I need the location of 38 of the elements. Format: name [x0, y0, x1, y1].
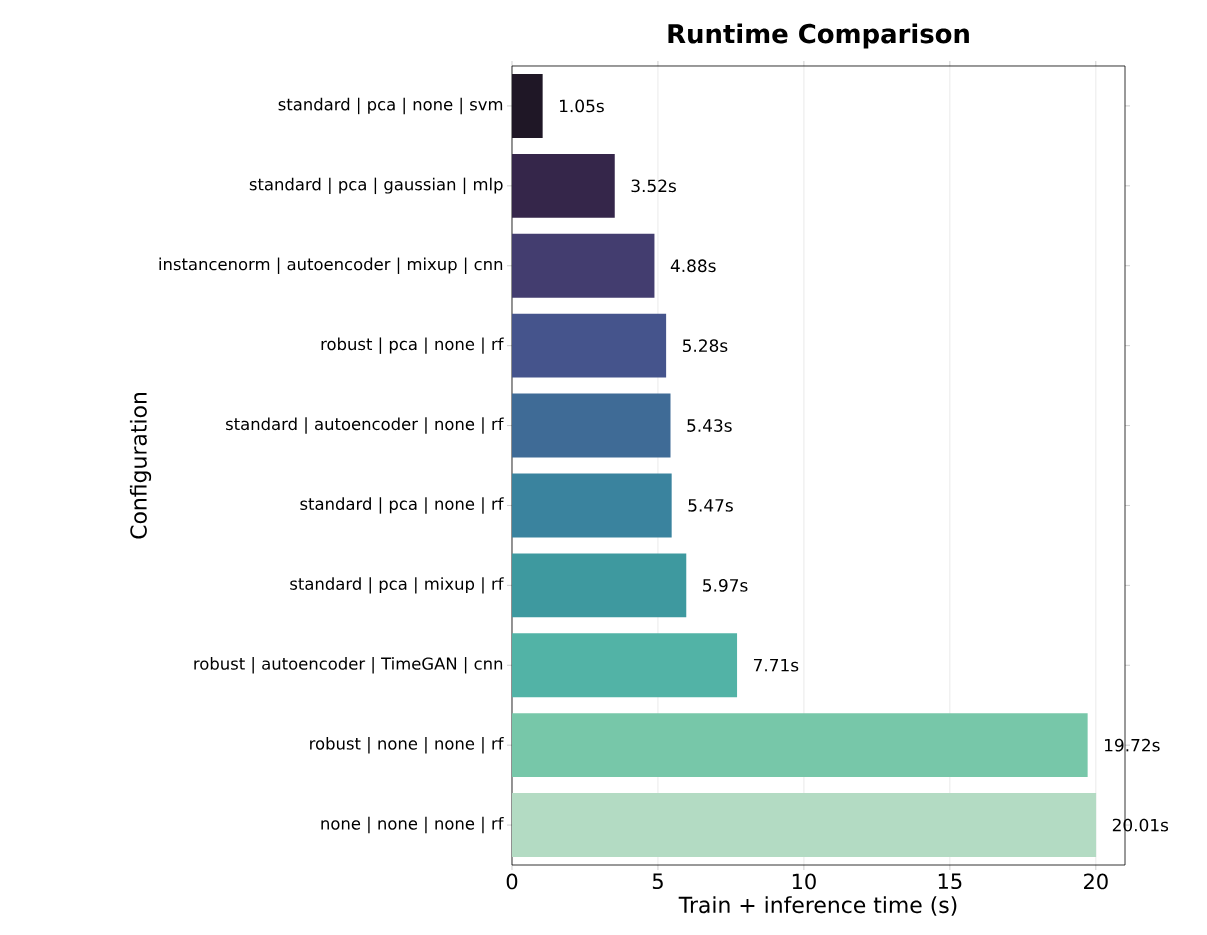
y-tick-label: robust | pca | none | rf: [321, 337, 504, 354]
data-label: 4.88s: [670, 259, 716, 273]
x-tick-label: 15: [938, 873, 962, 890]
y-tick-label: instancenorm | autoencoder | mixup | cnn: [159, 257, 503, 274]
x-tick-label: 0: [506, 873, 518, 890]
y-tick-label: none | none | none | rf: [321, 816, 504, 834]
y-tick-label: standard | pca | mixup | rf: [290, 577, 504, 594]
data-label: 3.52s: [631, 179, 676, 193]
bar: [512, 153, 615, 218]
data-label: 20.01s: [1112, 818, 1169, 832]
data-label: 5.97s: [703, 578, 748, 592]
x-axis-title: Train + inference time (s): [678, 896, 957, 916]
bar: [512, 473, 672, 538]
y-axis-title: Configuration: [129, 393, 152, 539]
x-tick-label: 20: [1084, 873, 1108, 890]
y-tick-label: standard | pca | none | rf: [300, 497, 504, 514]
x-tick-label: 10: [792, 873, 816, 890]
bar: [512, 233, 655, 298]
y-tick-label: standard | pca | none | svm: [278, 97, 503, 115]
y-tick-label: robust | autoencoder | TimeGAN | cnn: [194, 657, 503, 674]
y-tick-label: standard | pca | gaussian | mlp: [249, 177, 503, 195]
bar: [512, 633, 738, 698]
bar: [512, 793, 1097, 858]
chart-title: Runtime Comparison: [668, 23, 969, 49]
y-tick-label: standard | autoencoder | none | rf: [226, 417, 504, 434]
data-label: 5.43s: [687, 419, 732, 432]
y-tick-label: robust | none | none | rf: [310, 736, 504, 754]
x-tick-label: 5: [652, 873, 663, 890]
bar: [512, 313, 667, 378]
bar: [512, 713, 1088, 778]
data-label: 1.05s: [560, 99, 604, 113]
data-label: 7.71s: [753, 658, 799, 672]
bar: [512, 553, 687, 618]
bar: [512, 393, 671, 458]
data-label: 5.47s: [688, 499, 733, 512]
data-label: 19.72s: [1105, 738, 1160, 752]
bar: [512, 73, 543, 138]
data-label: 5.28s: [682, 339, 728, 353]
